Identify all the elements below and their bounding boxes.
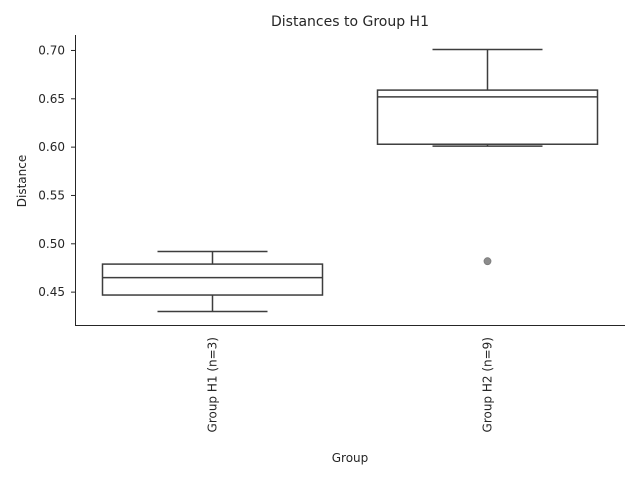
box-iqr: [376, 89, 599, 145]
y-axis-label: Distance: [15, 155, 29, 207]
chart-title: Distances to Group H1: [271, 14, 429, 30]
y-tick-label: 0.45: [38, 285, 65, 299]
box-iqr: [101, 263, 324, 296]
y-tick-label: 0.55: [38, 188, 65, 202]
x-axis-label: Group: [332, 451, 369, 465]
y-tick-label: 0.65: [38, 92, 65, 106]
y-tick-label: 0.50: [38, 237, 65, 251]
outlier-point: [483, 257, 492, 266]
x-tick-label: Group H2 (n=9): [481, 337, 495, 432]
plot-area: 0.45 0.50 0.55 0.60 0.65 0.70 Group H1 (n=3) Gr…: [38, 43, 599, 432]
y-tick-label: 0.60: [38, 140, 65, 154]
x-tick-label: Group H1 (n=3): [206, 337, 220, 432]
y-tick-label: 0.70: [38, 43, 65, 57]
